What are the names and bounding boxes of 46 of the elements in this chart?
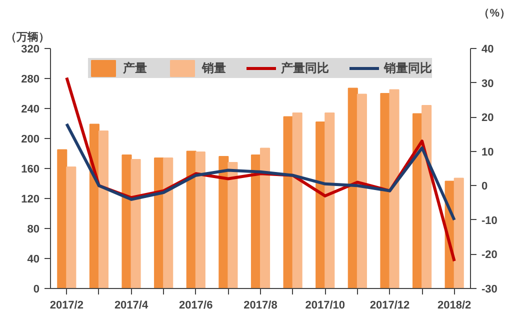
y-tick-label: 160	[21, 164, 40, 176]
bar	[228, 162, 238, 288]
y-tick-label: 0	[33, 284, 40, 296]
bar	[454, 178, 464, 288]
y2-tick-label: 30	[482, 78, 494, 90]
x-tick-label: 2017/12	[370, 300, 410, 312]
y2-axis-title: （%）	[478, 8, 510, 20]
bar	[163, 158, 174, 288]
line-series	[65, 122, 456, 222]
legend-label: 产量	[123, 60, 147, 76]
y2-tick-label: -10	[482, 214, 498, 227]
x-tick-label: 2017/8	[244, 300, 278, 312]
bar	[130, 159, 141, 288]
y-tick-label: 320	[21, 44, 40, 56]
legend-label: 销量同比	[384, 60, 432, 76]
y2-tick-label: 20	[482, 112, 494, 124]
y-tick-label: 120	[21, 194, 40, 206]
bar	[356, 94, 367, 288]
bar	[324, 112, 335, 288]
y-axis-title: （万辆）	[6, 30, 50, 44]
x-tick-label: 2017/10	[305, 300, 345, 312]
y-tick-label: 280	[21, 74, 40, 86]
x-tick-label: 2018/2	[438, 300, 472, 312]
x-tick-label: 2017/6	[179, 300, 213, 312]
bar	[122, 154, 132, 288]
bar	[292, 112, 302, 288]
bar	[66, 166, 76, 288]
y2-tick-label: -20	[482, 249, 498, 262]
y-tick-label: 40	[27, 254, 40, 266]
bar	[98, 130, 109, 288]
bar	[422, 105, 432, 288]
bar	[260, 148, 270, 288]
y2-tick-label: 0	[482, 180, 488, 193]
bar	[195, 152, 206, 288]
y2-tick-label: 40	[482, 44, 494, 56]
x-tick-label: 2017/2	[50, 300, 84, 312]
legend-label: 销量	[202, 60, 226, 76]
y-tick-label: 200	[21, 134, 40, 146]
y2-tick-label: 10	[482, 146, 494, 158]
legend-label: 产量同比	[281, 60, 329, 76]
y2-tick-label: -30	[482, 284, 498, 296]
x-tick-label: 2017/4	[114, 300, 149, 312]
y-tick-label: 240	[21, 104, 40, 116]
bar	[57, 149, 68, 288]
bar	[389, 89, 400, 288]
y-tick-label: 80	[27, 224, 40, 236]
